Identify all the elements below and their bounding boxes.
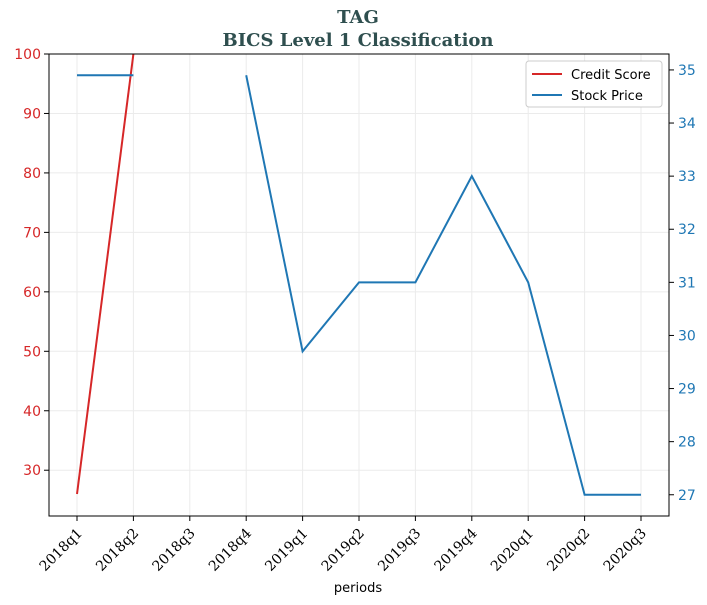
- x-tick-label: 2018q4: [206, 525, 255, 574]
- grid-lines: [49, 53, 669, 516]
- left-axis: 30 40 50 60 70 80 90 100: [14, 47, 49, 479]
- right-tick-label: 34: [678, 116, 696, 132]
- x-tick-label: 2018q1: [37, 526, 86, 575]
- x-tick-label: 2018q3: [149, 526, 198, 575]
- right-axis: 27 28 29 30 31 32 33 34 35: [669, 63, 696, 504]
- legend: Credit Score Stock Price: [525, 60, 663, 108]
- legend-label-stock-price: Stock Price: [571, 89, 643, 104]
- left-tick-label: 30: [23, 463, 41, 479]
- left-tick-label: 40: [23, 404, 41, 420]
- left-tick-label: 90: [23, 106, 41, 122]
- right-tick-label: 35: [678, 63, 696, 79]
- x-tick-label: 2020q2: [544, 526, 593, 575]
- left-tick-label: 50: [23, 344, 41, 360]
- right-tick-label: 30: [678, 328, 696, 344]
- x-tick-label: 2018q2: [93, 526, 142, 575]
- series-layer: [76, 54, 641, 496]
- right-tick-label: 28: [678, 435, 696, 451]
- legend-label-credit-score: Credit Score: [571, 68, 651, 83]
- credit-score-line: [76, 54, 135, 495]
- stock-price-line: [245, 75, 641, 496]
- x-tick-label: 2019q1: [262, 526, 311, 575]
- right-tick-label: 31: [678, 275, 696, 291]
- x-tick-label: 2019q3: [375, 526, 424, 575]
- left-tick-label: 80: [23, 166, 41, 182]
- right-tick-label: 27: [678, 488, 696, 504]
- x-tick-label: 2019q4: [431, 525, 480, 574]
- x-axis: 2018q1 2018q2 2018q3 2018q4 2019q1 2019q2 2019…: [37, 516, 650, 575]
- x-tick-label: 2019q2: [319, 526, 368, 575]
- x-tick-label: 2020q1: [488, 526, 537, 575]
- left-tick-label: 100: [14, 47, 41, 63]
- left-tick-label: 70: [23, 225, 41, 241]
- right-tick-label: 29: [678, 382, 696, 398]
- chart-subtitle: BICS Level 1 Classification: [222, 30, 493, 51]
- right-tick-label: 33: [678, 169, 696, 185]
- chart-title: TAG: [337, 7, 379, 28]
- x-tick-label: 2020q3: [601, 526, 650, 575]
- right-tick-label: 32: [678, 222, 696, 238]
- x-axis-label: periods: [334, 581, 382, 596]
- left-tick-label: 60: [23, 285, 41, 301]
